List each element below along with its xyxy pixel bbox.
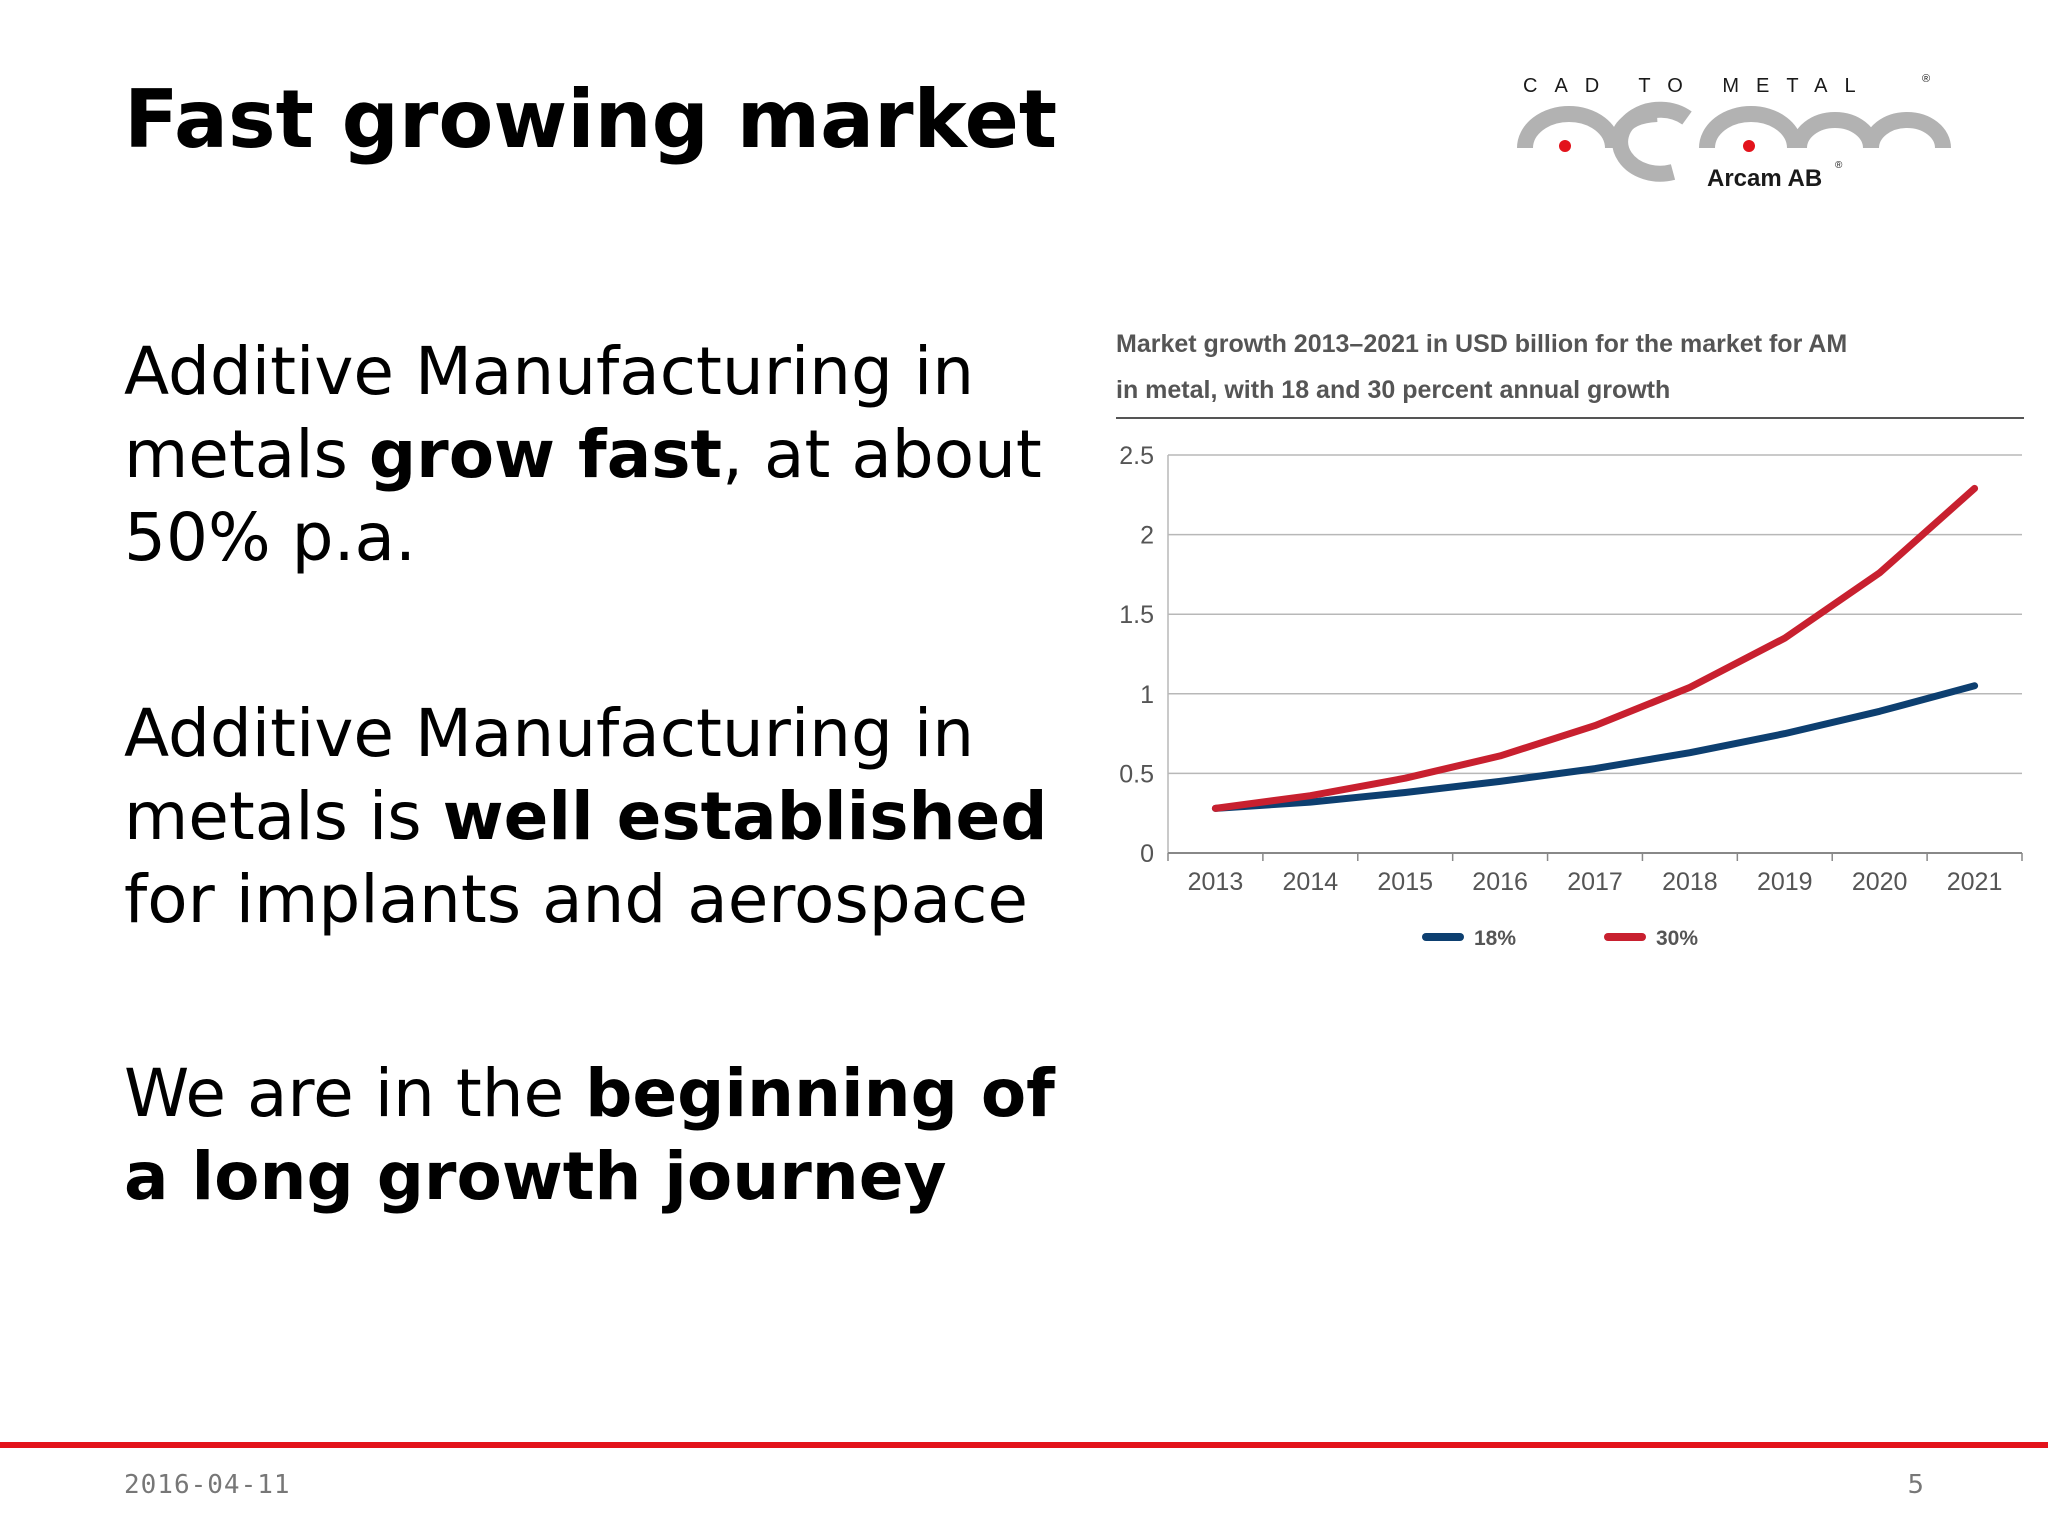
logo-arc-shapes: [1517, 101, 1951, 182]
logo-tagline: CAD TO METAL: [1523, 75, 1873, 97]
x-tick-label: 2014: [1283, 868, 1339, 896]
chart-title-line-2: in metal, with 18 and 30 percent annual …: [1116, 376, 1670, 404]
market-growth-chart: Market growth 2013–2021 in USD billion f…: [1116, 330, 2024, 950]
y-tick-label: 2: [1140, 522, 1154, 550]
bullet-emphasis: well established: [442, 778, 1048, 855]
chart-legend: 18% 30%: [1422, 927, 1698, 950]
y-tick-label: 2.5: [1119, 442, 1154, 470]
x-tick-label: 2018: [1662, 868, 1718, 896]
series-line-0: [1211, 682, 1979, 812]
chart-gridlines: [1167, 454, 2022, 854]
bullet-text: We are in the: [124, 1055, 586, 1132]
bullet-established: Additive Manufacturing in metals is well…: [124, 692, 1084, 941]
x-tick-label: 2021: [1947, 868, 2003, 896]
bullet-growth: Additive Manufacturing in metals grow fa…: [124, 330, 1084, 579]
logo-dot-left: [1559, 140, 1571, 152]
x-tick-label: 2020: [1852, 868, 1908, 896]
page-number: 5: [1907, 1470, 1924, 1500]
y-tick-label: 0: [1140, 840, 1154, 868]
logo-company-name: Arcam AB: [1707, 165, 1822, 192]
logo-dot-right: [1743, 140, 1755, 152]
bullet-text: Additive Manufacturing in metals: [124, 333, 975, 493]
bullet-journey: We are in the beginning of a long growth…: [124, 1052, 1084, 1218]
chart-title-line-1: Market growth 2013–2021 in USD billion f…: [1116, 330, 1847, 358]
x-tick-label: 2019: [1757, 868, 1813, 896]
bullet-emphasis: grow fast: [368, 416, 723, 493]
y-tick-label: 0.5: [1119, 760, 1154, 788]
logo-company-registered-mark: ®: [1835, 160, 1843, 171]
legend-label-1: 30%: [1656, 927, 1698, 950]
x-tick-label: 2013: [1188, 868, 1244, 896]
bullet-text: Additive Manufacturing in metals is: [124, 695, 975, 855]
legend-label-0: 18%: [1474, 927, 1516, 950]
y-tick-label: 1.5: [1119, 601, 1154, 629]
logo-registered-mark: ®: [1922, 73, 1930, 85]
slide-title: Fast growing market: [124, 73, 1058, 166]
x-tick-label: 2017: [1567, 868, 1623, 896]
footer-rule: [0, 1442, 2048, 1448]
chart-series: [1211, 484, 1979, 812]
bullet-text: for implants and aerospace: [124, 861, 1028, 938]
chart-x-axis: 2013 2014 2015 2016 2017 2018 2019 2020 2021: [1167, 852, 2023, 896]
series-line-1: [1211, 484, 1979, 812]
x-tick-label: 2016: [1472, 868, 1528, 896]
bullet-text: , at about 50% p.a.: [124, 416, 1042, 576]
chart-y-tick-labels: 0 0.5 1 1.5 2 2.5: [1119, 442, 1154, 868]
footer-date: 2016-04-11: [124, 1470, 291, 1500]
y-tick-label: 1: [1140, 681, 1154, 709]
arcam-logo: CAD TO METAL ® Arcam AB ®: [1517, 73, 1951, 192]
bullet-emphasis: beginning of a long growth journey: [124, 1055, 1055, 1215]
x-tick-label: 2015: [1377, 868, 1433, 896]
